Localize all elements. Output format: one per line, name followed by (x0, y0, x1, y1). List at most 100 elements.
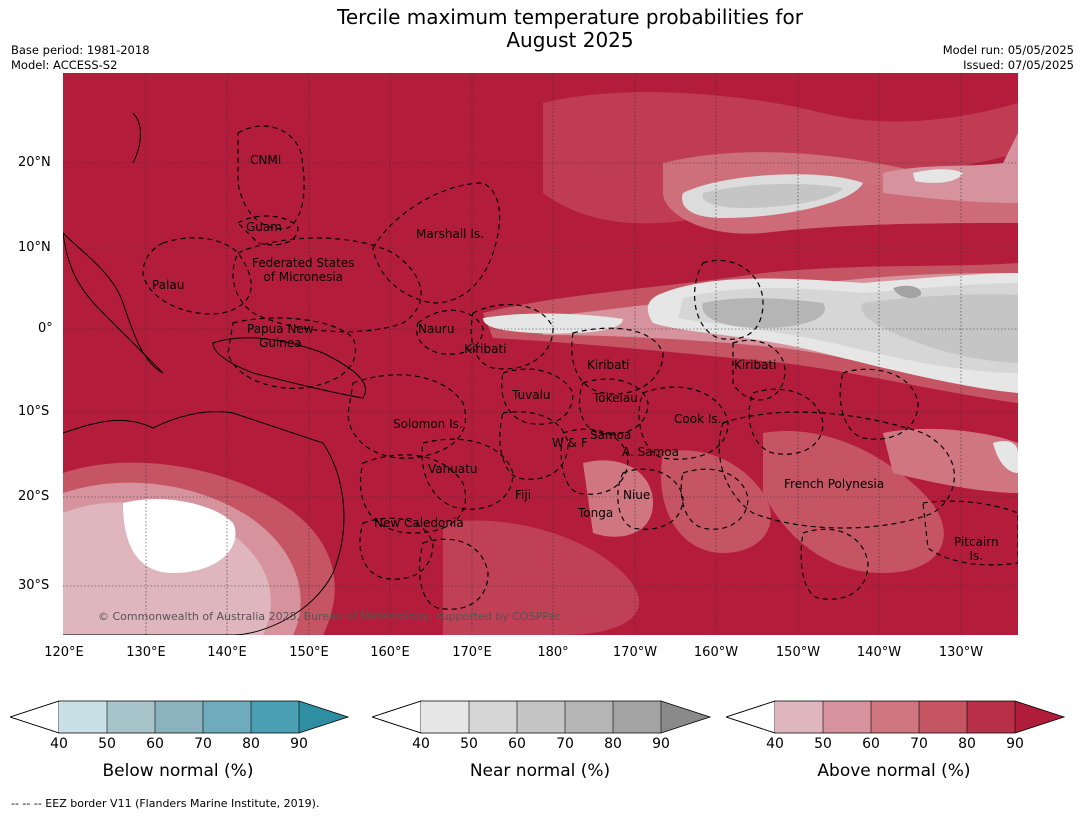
below-cbar-seg (251, 701, 299, 733)
above-tick: 50 (814, 736, 832, 752)
graticule (63, 73, 1018, 635)
near-normal-contours (483, 169, 1018, 473)
region-label-marshall: Marshall Is. (416, 227, 484, 241)
below-cbar-right-extend (299, 701, 348, 733)
eez-borders (142, 125, 1018, 610)
lon-label-140w: 140°W (856, 645, 902, 660)
below-cbar-seg (155, 701, 203, 733)
above-cbar-segments (775, 701, 1015, 733)
below-tick: 60 (146, 736, 164, 752)
near-tick: 80 (604, 736, 622, 752)
region-label-tonga: Tonga (578, 506, 614, 520)
below-tick: 50 (98, 736, 116, 752)
near-cbar-segments (421, 701, 661, 733)
lon-label-180: 180° (537, 645, 569, 660)
png-line-1: Papua New (247, 322, 314, 336)
region-label-wf: W & F (552, 436, 588, 450)
coastlines (63, 112, 366, 635)
lon-label-150e: 150°E (289, 645, 329, 660)
region-label-vanuatu: Vanuatu (428, 462, 478, 476)
above-cbar-seg (871, 701, 919, 733)
region-label-kiribati-east: Kiribati (734, 358, 777, 372)
colorbar-near-normal (372, 700, 712, 734)
region-label-pitcairn: Pitcairn Is. (954, 535, 999, 563)
above-cbar-right-extend (1015, 701, 1064, 733)
copyright-notice: © Commonwealth of Australia 2025, Bureau… (98, 610, 562, 623)
colorbar-below-normal (10, 700, 350, 734)
fsm-line-1: Federated States (252, 256, 355, 270)
title-line-1: Tercile maximum temperature probabilitie… (337, 5, 803, 29)
near-cbar-seg (613, 701, 661, 733)
near-tick: 70 (556, 736, 574, 752)
near-cbar-seg (469, 701, 517, 733)
meta-right: Model run: 05/05/2025 Issued: 07/05/2025 (943, 43, 1074, 73)
lon-label-160w: 160°W (693, 645, 739, 660)
region-label-tuvalu: Tuvalu (512, 388, 551, 402)
near-cbar-right-extend (661, 701, 710, 733)
near-cbar-seg (517, 701, 565, 733)
near-tick: 60 (508, 736, 526, 752)
png-line-2: Guinea (259, 336, 302, 350)
lon-label-170w: 170°W (612, 645, 658, 660)
above-tick: 90 (1006, 736, 1024, 752)
below-cbar-seg (203, 701, 251, 733)
issued-date: Issued: 07/05/2025 (963, 58, 1074, 72)
region-label-fiji: Fiji (515, 488, 532, 502)
lon-label-140e: 140°E (207, 645, 247, 660)
above-cbar-left-extend (726, 700, 776, 734)
model-name: Model: ACCESS-S2 (11, 58, 118, 72)
region-label-new-caledonia: New Caledonia (374, 516, 464, 530)
lat-label-20n: 20°N (18, 155, 51, 170)
region-label-niue: Niue (623, 488, 651, 502)
near-cbar-seg (565, 701, 613, 733)
lon-label-150w: 150°W (775, 645, 821, 660)
below-cbar-seg (59, 701, 107, 733)
region-label-guam: Guam (246, 220, 282, 234)
colorbar-above-normal (726, 700, 1066, 734)
lat-label-10s: 10°S (18, 404, 50, 419)
region-label-kiribati-west: Kiribati (464, 342, 507, 356)
model-run: Model run: 05/05/2025 (942, 43, 1074, 57)
near-normal-title: Near normal (%) (469, 761, 611, 781)
above-tick: 70 (910, 736, 928, 752)
region-label-fsm: Federated States of Micronesia (252, 256, 354, 284)
above-tick: 80 (958, 736, 976, 752)
chart-title: Tercile maximum temperature probabilitie… (0, 6, 1085, 52)
pitcairn-line-2: Is. (969, 549, 984, 563)
lon-label-160e: 160°E (370, 645, 410, 660)
lat-label-0: 0° (38, 321, 53, 336)
near-tick: 40 (412, 736, 430, 752)
above-tick: 60 (862, 736, 880, 752)
region-label-asamoa: A. Samoa (622, 445, 679, 459)
near-cbar-left-extend (372, 700, 422, 734)
below-tick: 70 (194, 736, 212, 752)
above-cbar-seg (967, 701, 1015, 733)
lon-label-170e: 170°E (452, 645, 492, 660)
map-canvas (63, 73, 1018, 635)
above-cbar-seg (919, 701, 967, 733)
region-label-french-polynesia: French Polynesia (784, 477, 885, 491)
below-normal-title: Below normal (%) (102, 761, 254, 781)
near-tick: 90 (652, 736, 670, 752)
region-label-nauru: Nauru (418, 322, 455, 336)
region-label-palau: Palau (152, 278, 185, 292)
eez-legend-note: -- -- -- EEZ border V11 (Flanders Marine… (11, 797, 320, 810)
fsm-line-2: of Micronesia (263, 270, 344, 284)
pitcairn-line-1: Pitcairn (954, 535, 999, 549)
region-label-solomon: Solomon Is. (393, 417, 463, 431)
below-tick: 90 (290, 736, 308, 752)
below-tick: 80 (242, 736, 260, 752)
region-label-cook: Cook Is. (674, 412, 722, 426)
meta-left: Base period: 1981-2018 Model: ACCESS-S2 (11, 43, 150, 73)
region-label-png: Papua New Guinea (247, 322, 314, 350)
above-cbar-seg (823, 701, 871, 733)
lon-label-130w: 130°W (938, 645, 984, 660)
above-tick: 40 (766, 736, 784, 752)
lat-label-10n: 10°N (18, 240, 51, 255)
below-cbar-segments (59, 701, 299, 733)
lat-label-30s: 30°S (18, 578, 50, 593)
base-period: Base period: 1981-2018 (11, 43, 150, 57)
near-tick: 50 (460, 736, 478, 752)
above-normal-title: Above normal (%) (817, 761, 971, 781)
region-label-tokelau: Tokelau (593, 391, 638, 405)
